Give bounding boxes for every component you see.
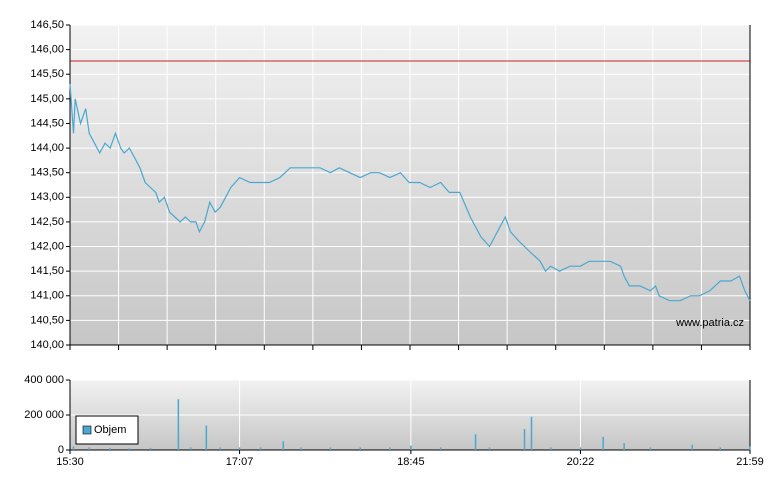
volume-bar [389, 447, 391, 450]
x-tick-label: 17:07 [226, 456, 254, 468]
volume-bar [205, 425, 208, 450]
y-tick-label: 145,00 [30, 93, 64, 105]
y-tick-label: 146,00 [30, 44, 64, 56]
x-tick-label: 20:22 [567, 456, 595, 468]
volume-bar [299, 447, 302, 450]
volume-bar [474, 434, 477, 450]
volume-bar [530, 416, 533, 450]
y-tick-label: 141,00 [30, 290, 64, 302]
y-tick-label: 142,00 [30, 240, 64, 252]
volume-bar [238, 447, 241, 450]
volume-bar [177, 399, 180, 450]
legend-swatch [82, 425, 92, 435]
volume-bar [329, 447, 332, 450]
y-tick-label: 200 000 [24, 409, 64, 421]
volume-bar [439, 447, 442, 450]
volume-bar [410, 445, 412, 450]
volume-bar [623, 443, 625, 450]
y-tick-label: 143,00 [30, 191, 64, 203]
volume-bar [749, 446, 751, 450]
volume-bar [549, 447, 552, 450]
volume-bar [189, 447, 192, 450]
x-tick-label: 18:45 [397, 456, 425, 468]
legend-label: Objem [94, 424, 126, 436]
volume-bar [579, 447, 582, 450]
price-line [69, 84, 751, 302]
volume-bar [259, 447, 262, 450]
y-tick-label: 145,50 [30, 68, 64, 80]
volume-bar [109, 447, 111, 450]
volume-bar [691, 444, 694, 450]
y-tick-label: 0 [58, 444, 64, 456]
volume-bar [649, 447, 652, 450]
y-tick-label: 142,50 [30, 216, 64, 228]
y-tick-label: 400 000 [24, 374, 64, 386]
volume-bar [523, 429, 526, 450]
volume-bar [282, 441, 285, 450]
y-tick-label: 141,50 [30, 265, 64, 277]
y-tick-label: 143,50 [30, 167, 64, 179]
volume-bar [149, 447, 152, 450]
volume-bar [88, 447, 90, 450]
y-tick-label: 140,50 [30, 314, 64, 326]
volume-bar [719, 447, 722, 450]
volume-bar [128, 448, 131, 450]
x-tick-label: 15:30 [56, 456, 84, 468]
y-tick-label: 140,00 [30, 339, 64, 351]
y-tick-label: 144,50 [30, 117, 64, 129]
volume-bar [359, 447, 361, 450]
volume-bar [602, 436, 604, 450]
watermark: www.patria.cz [675, 317, 744, 329]
volume-bar [488, 447, 491, 450]
volume-bar [72, 446, 75, 450]
volume-bar [219, 447, 222, 450]
y-tick-label: 144,00 [30, 142, 64, 154]
x-tick-label: 21:59 [736, 456, 764, 468]
y-tick-label: 146,50 [30, 19, 64, 31]
